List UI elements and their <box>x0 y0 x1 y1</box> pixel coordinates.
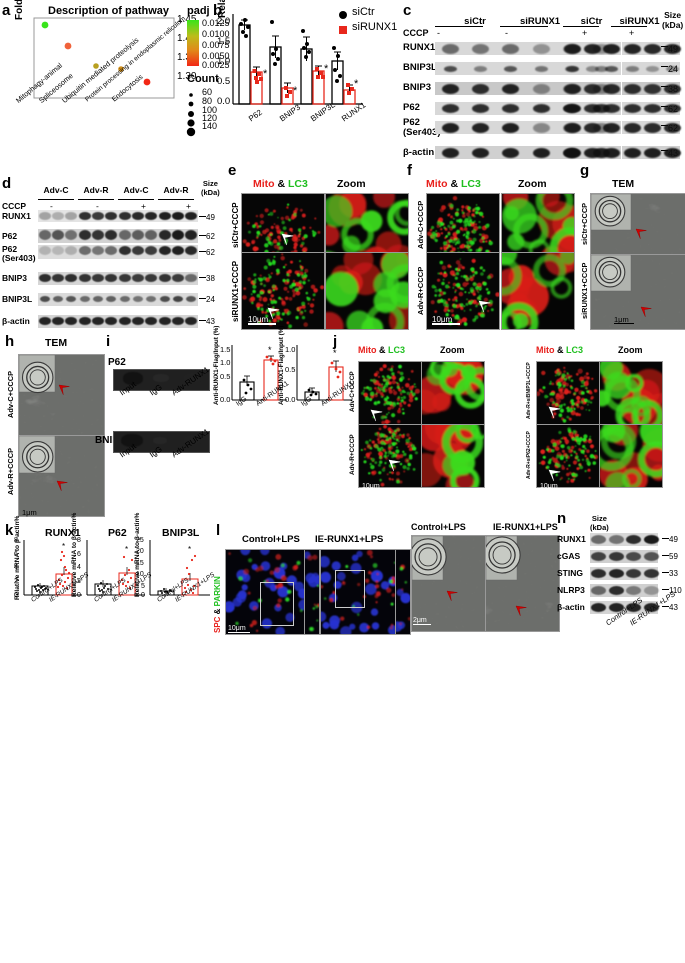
svg-text:*: * <box>354 78 359 90</box>
svg-text:*: * <box>62 542 65 551</box>
svg-text:*: * <box>263 68 268 80</box>
svg-text:*: * <box>268 345 272 355</box>
svg-text:*: * <box>125 545 128 554</box>
svg-text:*: * <box>188 545 191 554</box>
svg-text:*: * <box>324 63 329 75</box>
svg-text:*: * <box>293 85 298 97</box>
